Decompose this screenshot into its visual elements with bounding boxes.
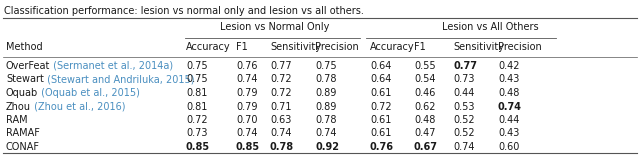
Text: 0.53: 0.53 bbox=[453, 102, 474, 112]
Text: 0.79: 0.79 bbox=[236, 88, 257, 98]
Text: 0.79: 0.79 bbox=[236, 102, 257, 112]
Text: Sensitivity: Sensitivity bbox=[270, 42, 321, 52]
Text: Stewart: Stewart bbox=[6, 75, 44, 85]
Text: OverFeat: OverFeat bbox=[6, 61, 51, 71]
Text: 0.74: 0.74 bbox=[236, 75, 257, 85]
Text: 0.72: 0.72 bbox=[186, 115, 207, 125]
Text: 0.43: 0.43 bbox=[498, 75, 520, 85]
Text: 0.72: 0.72 bbox=[270, 88, 292, 98]
Text: (Stewart and Andriluka, 2015): (Stewart and Andriluka, 2015) bbox=[44, 75, 195, 85]
Text: Precision: Precision bbox=[498, 42, 541, 52]
Text: Lesion vs Normal Only: Lesion vs Normal Only bbox=[220, 22, 330, 32]
Text: 0.77: 0.77 bbox=[270, 61, 292, 71]
Text: 0.61: 0.61 bbox=[370, 129, 392, 139]
Text: 0.81: 0.81 bbox=[186, 102, 207, 112]
Text: 0.85: 0.85 bbox=[236, 142, 260, 152]
Text: Accuracy: Accuracy bbox=[370, 42, 415, 52]
Text: 0.70: 0.70 bbox=[236, 115, 257, 125]
Text: 0.42: 0.42 bbox=[498, 61, 520, 71]
Text: 0.72: 0.72 bbox=[270, 75, 292, 85]
Text: 0.64: 0.64 bbox=[370, 61, 392, 71]
Text: Sensitivity: Sensitivity bbox=[453, 42, 504, 52]
Text: 0.44: 0.44 bbox=[498, 115, 520, 125]
Text: 0.73: 0.73 bbox=[186, 129, 207, 139]
Text: 0.61: 0.61 bbox=[370, 88, 392, 98]
Text: 0.74: 0.74 bbox=[236, 129, 257, 139]
Text: (Zhou et al., 2016): (Zhou et al., 2016) bbox=[31, 102, 125, 112]
Text: 0.48: 0.48 bbox=[414, 115, 435, 125]
Text: RAMAF: RAMAF bbox=[6, 129, 40, 139]
Text: F1: F1 bbox=[414, 42, 426, 52]
Text: Lesion vs All Others: Lesion vs All Others bbox=[442, 22, 538, 32]
Text: 0.73: 0.73 bbox=[453, 75, 474, 85]
Text: 0.71: 0.71 bbox=[270, 102, 291, 112]
Text: 0.89: 0.89 bbox=[315, 88, 337, 98]
Text: 0.43: 0.43 bbox=[498, 129, 520, 139]
Text: (Oquab et al., 2015): (Oquab et al., 2015) bbox=[38, 88, 140, 98]
Text: 0.52: 0.52 bbox=[453, 115, 475, 125]
Text: Accuracy: Accuracy bbox=[186, 42, 230, 52]
Text: 0.75: 0.75 bbox=[315, 61, 337, 71]
Text: RAM: RAM bbox=[6, 115, 28, 125]
Text: 0.67: 0.67 bbox=[414, 142, 438, 152]
Text: (Sermanet et al., 2014a): (Sermanet et al., 2014a) bbox=[51, 61, 173, 71]
Text: Precision: Precision bbox=[315, 42, 359, 52]
Text: 0.76: 0.76 bbox=[236, 61, 257, 71]
Text: 0.92: 0.92 bbox=[315, 142, 339, 152]
Text: 0.54: 0.54 bbox=[414, 75, 435, 85]
Text: 0.74: 0.74 bbox=[270, 129, 291, 139]
Text: 0.81: 0.81 bbox=[186, 88, 207, 98]
Text: Method: Method bbox=[6, 42, 43, 52]
Text: 0.85: 0.85 bbox=[186, 142, 210, 152]
Text: 0.52: 0.52 bbox=[453, 129, 475, 139]
Text: 0.78: 0.78 bbox=[315, 115, 337, 125]
Text: CONAF: CONAF bbox=[6, 142, 40, 152]
Text: 0.55: 0.55 bbox=[414, 61, 436, 71]
Text: 0.74: 0.74 bbox=[498, 102, 522, 112]
Text: 0.72: 0.72 bbox=[370, 102, 392, 112]
Text: 0.63: 0.63 bbox=[270, 115, 291, 125]
Text: 0.60: 0.60 bbox=[498, 142, 520, 152]
Text: 0.77: 0.77 bbox=[453, 61, 477, 71]
Text: 0.74: 0.74 bbox=[453, 142, 474, 152]
Text: 0.48: 0.48 bbox=[498, 88, 520, 98]
Text: 0.75: 0.75 bbox=[186, 61, 207, 71]
Text: 0.78: 0.78 bbox=[270, 142, 294, 152]
Text: 0.62: 0.62 bbox=[414, 102, 435, 112]
Text: 0.44: 0.44 bbox=[453, 88, 474, 98]
Text: Classification performance: lesion vs normal only and lesion vs all others.: Classification performance: lesion vs no… bbox=[4, 6, 364, 16]
Text: F1: F1 bbox=[236, 42, 248, 52]
Text: 0.46: 0.46 bbox=[414, 88, 435, 98]
Text: 0.89: 0.89 bbox=[315, 102, 337, 112]
Text: 0.76: 0.76 bbox=[370, 142, 394, 152]
Text: Oquab: Oquab bbox=[6, 88, 38, 98]
Text: 0.78: 0.78 bbox=[315, 75, 337, 85]
Text: 0.64: 0.64 bbox=[370, 75, 392, 85]
Text: Zhou: Zhou bbox=[6, 102, 31, 112]
Text: 0.47: 0.47 bbox=[414, 129, 435, 139]
Text: 0.61: 0.61 bbox=[370, 115, 392, 125]
Text: 0.75: 0.75 bbox=[186, 75, 207, 85]
Text: 0.74: 0.74 bbox=[315, 129, 337, 139]
